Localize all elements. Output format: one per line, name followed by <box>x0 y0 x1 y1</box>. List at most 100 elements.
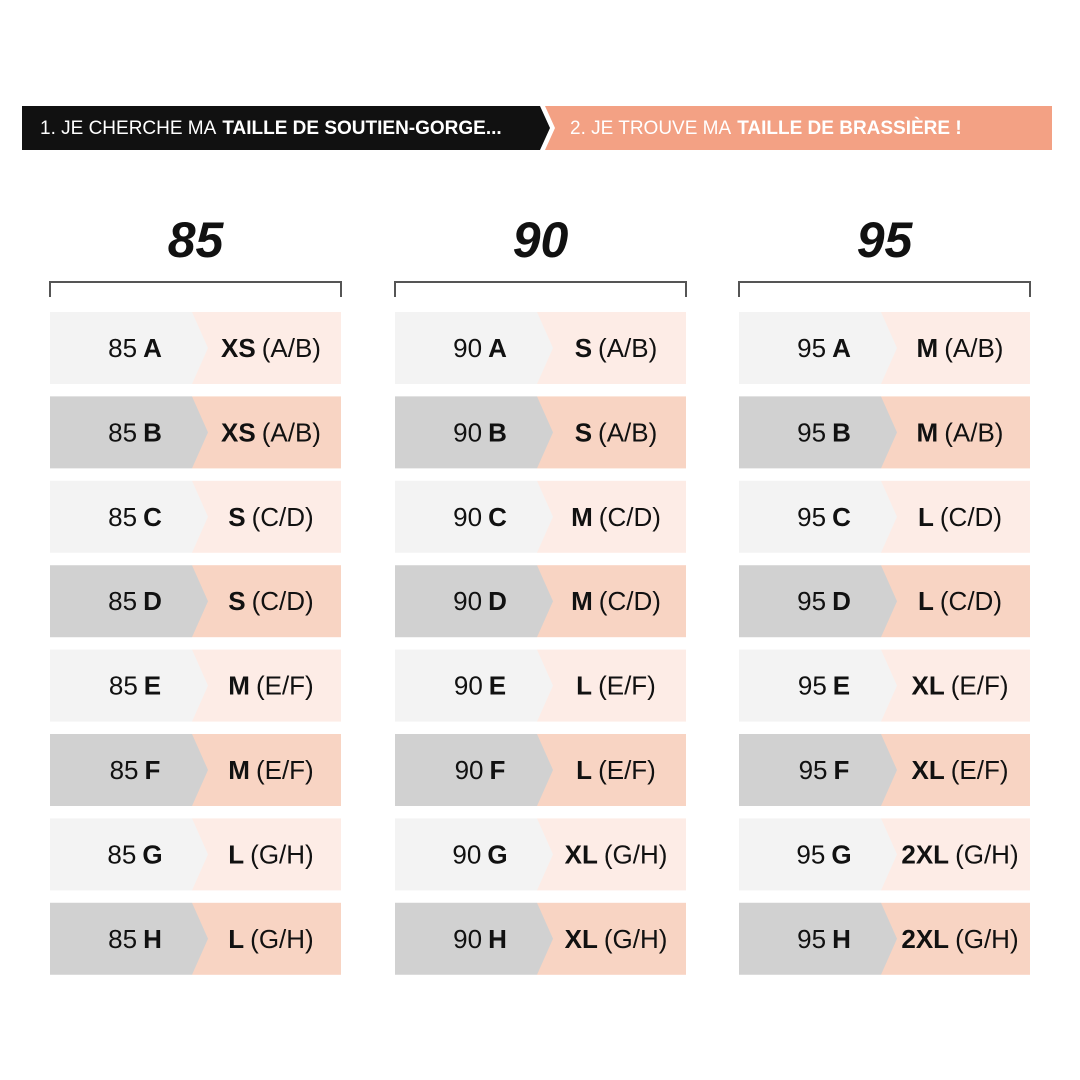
sports-bra-size: 2XL (G/H) <box>901 924 1018 954</box>
sports-bra-cell <box>192 480 341 553</box>
bra-size: 85 C <box>108 502 162 532</box>
size-letter: 2XL <box>901 924 949 954</box>
step-2-banner <box>545 106 1052 150</box>
size-range: (G/H) <box>250 839 314 869</box>
sports-bra-size: 2XL (G/H) <box>901 839 1018 869</box>
bra-size: 85 G <box>107 839 162 869</box>
sports-bra-size: XL (G/H) <box>565 924 668 954</box>
bra-cup: C <box>832 502 851 532</box>
bra-size: 90 D <box>453 586 507 616</box>
size-letter: M <box>571 502 593 532</box>
bra-cup: H <box>143 924 162 954</box>
bra-band: 85 <box>109 670 138 700</box>
bra-band: 90 <box>455 755 484 785</box>
bra-size: 85 E <box>109 670 161 700</box>
size-range: (E/F) <box>951 670 1009 700</box>
sports-bra-cell <box>537 565 686 638</box>
bra-band: 90 <box>454 670 483 700</box>
sports-bra-size: M (A/B) <box>917 333 1004 363</box>
bra-cell <box>739 734 897 806</box>
sports-bra-cell <box>192 649 341 722</box>
column-bracket <box>738 281 1031 297</box>
bra-cup: G <box>831 839 851 869</box>
size-letter: XS <box>221 417 256 447</box>
sports-bra-size: S (C/D) <box>228 586 313 616</box>
step-label: 1. JE CHERCHE MA TAILLE DE SOUTIEN-GORGE.… <box>40 118 502 139</box>
bra-band: 95 <box>797 417 826 447</box>
bra-size: 85 F <box>110 755 161 785</box>
bra-band: 95 <box>797 502 826 532</box>
bra-size: 90 A <box>453 333 507 363</box>
bra-cell <box>739 818 897 891</box>
sports-bra-cell <box>192 396 341 469</box>
size-range: (C/D) <box>252 502 314 532</box>
size-letter: XL <box>912 755 945 785</box>
sports-bra-size: S (A/B) <box>575 417 658 447</box>
sports-bra-cell <box>537 649 686 722</box>
bra-cup: B <box>832 417 851 447</box>
sports-bra-cell <box>537 734 686 806</box>
bra-size: 95 G <box>796 839 851 869</box>
bra-cell <box>395 565 553 638</box>
size-range: (C/D) <box>599 586 661 616</box>
size-range: (E/F) <box>951 755 1009 785</box>
size-letter: M <box>228 670 250 700</box>
size-range: (A/B) <box>262 333 321 363</box>
column-heading: 95 <box>857 212 914 268</box>
bra-cup: D <box>488 586 507 616</box>
size-letter: L <box>228 924 244 954</box>
column-heading: 85 <box>168 212 225 268</box>
sports-bra-size: L (E/F) <box>576 670 656 700</box>
bra-size: 85 B <box>108 417 162 447</box>
sports-bra-size: XL (E/F) <box>912 670 1009 700</box>
size-range: (C/D) <box>599 502 661 532</box>
size-range: (G/H) <box>604 839 668 869</box>
bra-cup: E <box>489 670 506 700</box>
bra-band: 95 <box>797 924 826 954</box>
sports-bra-size: XL (G/H) <box>565 839 668 869</box>
size-letter: XL <box>565 839 598 869</box>
size-range: (C/D) <box>940 586 1002 616</box>
bra-cell <box>739 396 897 469</box>
bra-band: 85 <box>110 755 139 785</box>
size-letter: M <box>917 333 939 363</box>
size-range: (G/H) <box>955 839 1019 869</box>
size-letter: M <box>228 755 250 785</box>
sports-bra-cell <box>881 396 1030 469</box>
sports-bra-cell <box>881 480 1030 553</box>
bra-cell <box>739 480 897 553</box>
bra-band: 85 <box>108 333 137 363</box>
size-letter: S <box>228 586 245 616</box>
sports-bra-size: L (G/H) <box>228 924 313 954</box>
bra-cell <box>739 565 897 638</box>
bra-size: 90 C <box>453 502 507 532</box>
bra-band: 90 <box>453 586 482 616</box>
sports-bra-cell <box>537 818 686 891</box>
sports-bra-cell <box>881 649 1030 722</box>
bra-size: 90 G <box>452 839 507 869</box>
bra-band: 90 <box>452 839 481 869</box>
bra-cell <box>395 734 553 806</box>
sports-bra-size: M (C/D) <box>571 502 661 532</box>
sports-bra-size: XS (A/B) <box>221 417 321 447</box>
bra-cell <box>50 734 208 806</box>
sports-bra-cell <box>881 902 1030 975</box>
size-letter: M <box>917 417 939 447</box>
step-prefix: 2. JE TROUVE MA <box>570 118 732 139</box>
size-range: (G/H) <box>250 924 314 954</box>
bra-cell <box>395 649 553 722</box>
column-bracket <box>49 281 342 297</box>
bra-size: 95 H <box>797 924 851 954</box>
size-range: (G/H) <box>955 924 1019 954</box>
bra-size: 90 B <box>453 417 507 447</box>
bra-cup: C <box>488 502 507 532</box>
sports-bra-size: S (C/D) <box>228 502 313 532</box>
size-letter: XS <box>221 333 256 363</box>
bra-cup: H <box>488 924 507 954</box>
bra-size: 90 F <box>455 755 506 785</box>
sports-bra-cell <box>537 312 686 384</box>
step-emphasis: TAILLE DE SOUTIEN-GORGE... <box>222 118 501 139</box>
sports-bra-size: M (E/F) <box>228 670 313 700</box>
size-range: (A/B) <box>598 417 657 447</box>
size-letter: M <box>571 586 593 616</box>
